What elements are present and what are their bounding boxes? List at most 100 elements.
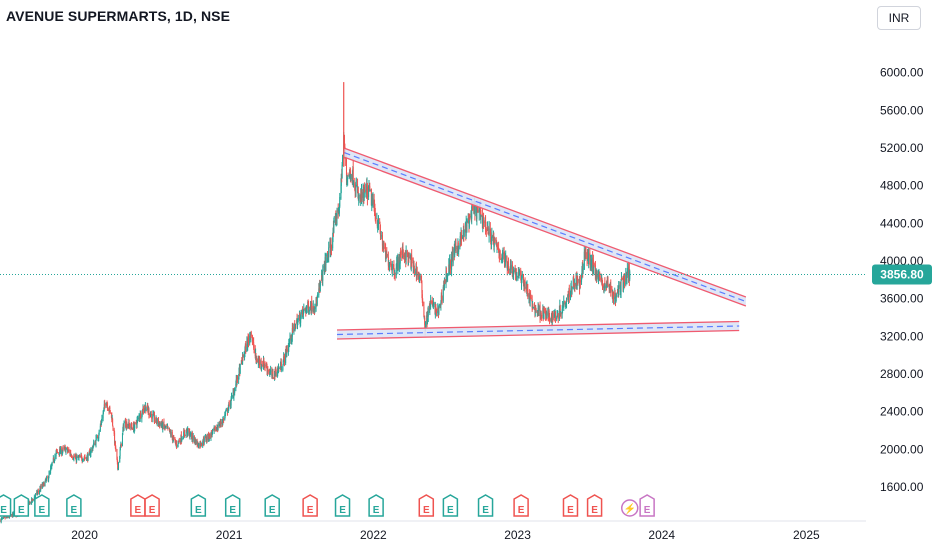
candle-body (479, 208, 481, 216)
candle-body (421, 283, 423, 293)
event-marker-earnings[interactable]: E (586, 494, 603, 517)
candle-body (285, 348, 287, 364)
candle-body (477, 209, 479, 213)
candle-body (203, 437, 205, 443)
candle-body (393, 264, 395, 272)
candle-body (157, 418, 159, 425)
candle-body (106, 404, 108, 409)
candle-body (333, 223, 335, 233)
candle-body (325, 257, 327, 265)
candle-body (490, 232, 492, 242)
event-marker-earnings[interactable]: E (13, 494, 30, 517)
candle-body (280, 362, 282, 370)
candle-body (239, 363, 241, 374)
candle-body (554, 312, 556, 319)
candle-body (294, 328, 296, 331)
candle-body (40, 486, 42, 488)
event-marker-earnings[interactable]: E (442, 494, 459, 517)
candle-body (84, 457, 86, 459)
support-trendline-upper (336, 320, 740, 331)
candle-body (550, 319, 552, 321)
candle-body (438, 303, 440, 308)
event-marker-earnings[interactable]: E (334, 494, 351, 517)
candle-body (355, 184, 357, 186)
event-label: E (39, 505, 46, 516)
event-marker-earnings[interactable]: E (368, 494, 384, 517)
candle-body (577, 277, 579, 282)
candle-body (48, 472, 50, 474)
candle-body (50, 468, 52, 474)
candle-body (581, 276, 583, 282)
event-marker-split[interactable]: ⚡ (620, 499, 639, 517)
candle-body (502, 252, 504, 254)
candle-body (319, 282, 321, 287)
candle-body (563, 300, 565, 308)
candle-body (506, 255, 508, 264)
candle-body (256, 358, 258, 363)
earnings-icon (224, 494, 241, 517)
candles (0, 82, 631, 524)
candle-body (195, 439, 197, 445)
earnings-icon (334, 494, 351, 517)
event-marker-earnings[interactable]: E (130, 494, 146, 517)
candle-body (487, 228, 489, 231)
candle-body (58, 452, 60, 454)
candle-body (532, 304, 534, 309)
candle-body (345, 158, 347, 178)
candle-body (436, 308, 438, 314)
event-marker-earnings-upcoming[interactable]: E (639, 494, 655, 517)
candle-body (267, 369, 269, 372)
candle-body (95, 436, 97, 438)
candle-body (294, 324, 296, 330)
candle-body (4, 516, 6, 519)
candle-body (109, 410, 111, 414)
candle-body (469, 215, 471, 217)
candle-body (283, 356, 285, 363)
event-label: ⚡ (624, 502, 636, 515)
descending-trendline-lower (344, 156, 747, 307)
candle-body (444, 279, 446, 284)
candle-body (451, 256, 453, 270)
candle-body (593, 263, 595, 265)
candle-body (261, 364, 263, 367)
candle-body (183, 431, 185, 439)
event-marker-earnings[interactable]: E (66, 494, 82, 517)
event-marker-earnings[interactable]: E (34, 494, 50, 517)
candle-body (328, 247, 330, 258)
candle-body (377, 221, 379, 227)
candle-body (56, 450, 58, 452)
event-marker-earnings[interactable]: E (190, 494, 207, 517)
event-marker-earnings[interactable]: E (224, 494, 241, 517)
event-label: E (482, 505, 489, 516)
candle-body (604, 285, 606, 289)
event-marker-earnings[interactable]: E (144, 494, 160, 517)
candle-body (485, 228, 487, 232)
event-marker-earnings[interactable]: E (477, 494, 494, 517)
candle-body (248, 338, 250, 343)
candle-body (368, 185, 370, 198)
candle-body (333, 220, 335, 223)
candle-body (33, 496, 35, 500)
candle-body (187, 428, 189, 435)
candle-body (278, 366, 280, 369)
candle-body (308, 304, 310, 312)
currency-button[interactable]: INR (877, 6, 921, 30)
candle-body (330, 246, 332, 250)
event-marker-earnings[interactable]: E (562, 494, 579, 517)
price-tick-label: 4800.00 (880, 179, 924, 193)
candle-body (389, 263, 391, 266)
candle-body (499, 250, 501, 259)
time-tick-label: 2023 (504, 528, 531, 542)
event-marker-earnings[interactable]: E (302, 494, 318, 517)
event-marker-earnings[interactable]: E (513, 494, 529, 517)
candle-body (511, 265, 513, 277)
candle-body (427, 308, 429, 317)
candle-body (200, 443, 202, 446)
candle-body (386, 253, 388, 257)
event-marker-earnings[interactable]: E (418, 494, 435, 517)
candle-body (589, 252, 591, 261)
event-marker-earnings[interactable]: E (264, 494, 280, 517)
candle-body (626, 267, 628, 274)
event-marker-earnings[interactable]: E (0, 494, 12, 517)
